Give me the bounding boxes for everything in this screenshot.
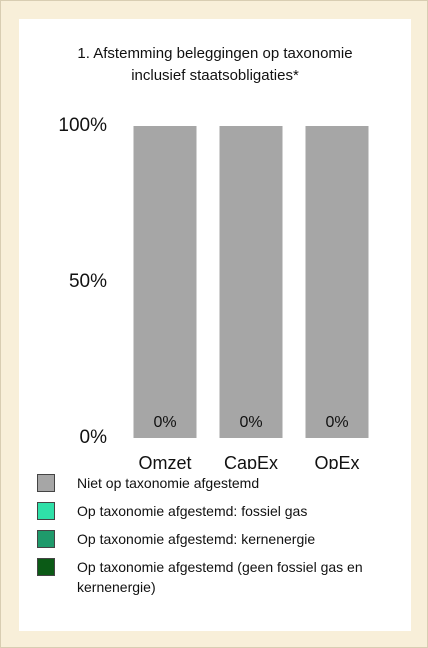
- bar-segment: [305, 126, 369, 438]
- panel: 1. Afstemming beleggingen op taxonomie i…: [19, 19, 411, 631]
- legend-item: Op taxonomie afgestemd (geen fossiel gas…: [37, 557, 377, 597]
- x-tick-label: CapEx: [224, 453, 278, 469]
- y-tick-label: 100%: [58, 115, 107, 136]
- legend: Niet op taxonomie afgestemd Op taxonomie …: [37, 473, 377, 605]
- data-label: 0%: [239, 414, 262, 431]
- bar-segment: [133, 126, 197, 438]
- legend-swatch: [37, 530, 55, 548]
- legend-swatch: [37, 558, 55, 576]
- chart: 0% 50% 100% 0% Omzet 0% CapEx 0% OpEx: [58, 115, 369, 469]
- legend-label: Op taxonomie afgestemd (geen fossiel gas…: [77, 559, 363, 595]
- chart-title: 1. Afstemming beleggingen op taxonomie i…: [77, 45, 353, 84]
- legend-label: Op taxonomie afgestemd: fossiel gas: [77, 503, 308, 519]
- y-tick-label: 0%: [80, 427, 108, 448]
- legend-item: Op taxonomie afgestemd: fossiel gas: [37, 501, 377, 521]
- legend-label: Niet op taxonomie afgestemd: [77, 475, 260, 491]
- legend-item: Niet op taxonomie afgestemd: [37, 473, 377, 493]
- bar-segment: [219, 126, 283, 438]
- x-tick-label: OpEx: [314, 453, 359, 469]
- legend-swatch: [37, 502, 55, 520]
- legend-item: Op taxonomie afgestemd: kernenergie: [37, 529, 377, 549]
- legend-label: Op taxonomie afgestemd: kernenergie: [77, 531, 316, 547]
- data-label: 0%: [325, 414, 348, 431]
- legend-swatch: [37, 474, 55, 492]
- y-tick-label: 50%: [69, 271, 107, 292]
- x-tick-label: Omzet: [138, 453, 191, 469]
- data-label: 0%: [153, 414, 176, 431]
